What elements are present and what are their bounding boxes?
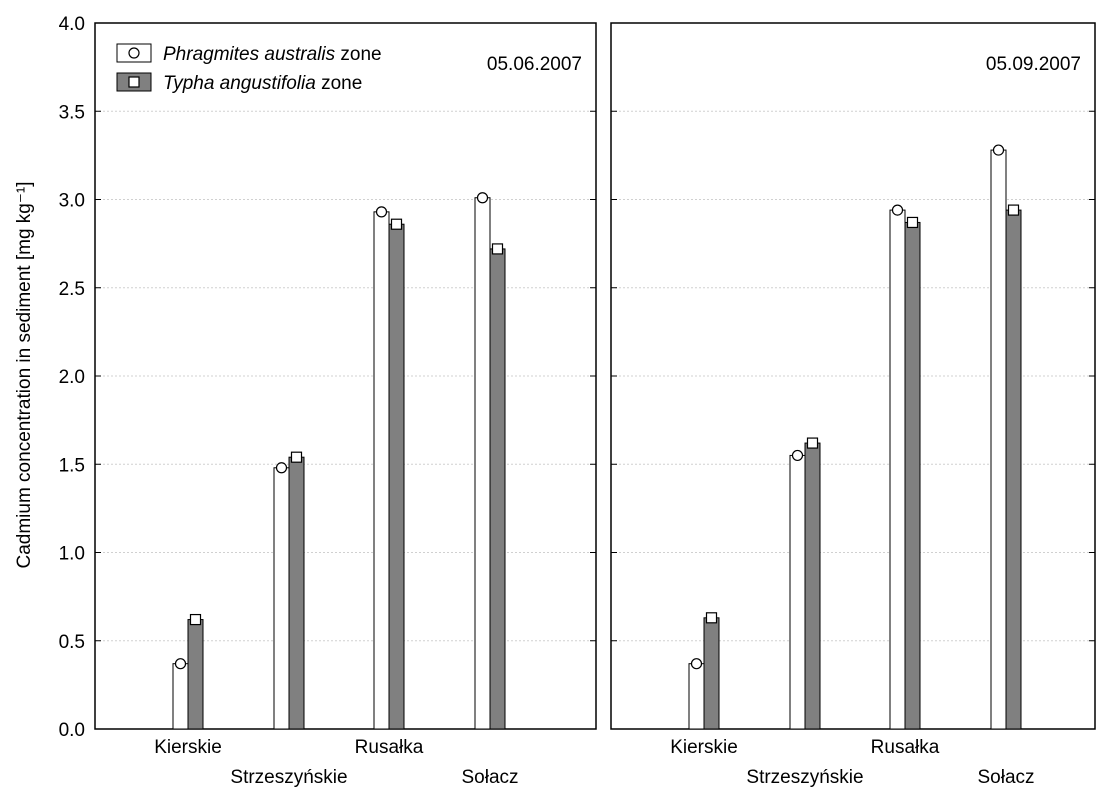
category-label: Strzeszyńskie [746,767,863,788]
panel-1: 0.0 0.5 1.0 1.5 2.0 2.5 3.0 3.5 4.0 Kierskie Strze… [59,14,597,788]
panel-date-label: 05.09.2007 [986,54,1081,75]
circle-marker [891,204,904,216]
circle-marker [476,192,489,204]
legend-species: Typha angustifolia [163,73,316,94]
square-marker [1007,204,1020,216]
panel-2: Kierskie Strzeszyńskie Rusałka Sołacz 05.09.… [610,22,1096,788]
bar [990,149,1007,730]
bar [789,454,806,730]
bar [889,209,906,730]
legend-species: Phragmites australis [163,44,336,65]
legend-label: Phragmites australis zone [163,44,382,65]
bar [388,223,405,730]
circle-marker [690,658,703,670]
bar [273,467,290,730]
bar [804,442,821,730]
circle-marker [791,449,804,462]
legend-suffix: zone [316,73,362,94]
bar [172,663,189,730]
category-label: Strzeszyńskie [230,767,347,788]
panel-frame [610,22,1096,730]
panel-date-label: 05.06.2007 [487,54,582,75]
circle-marker [375,206,388,218]
legend-box [114,32,444,100]
bar [904,221,921,730]
panels-layer: 0.0 0.5 1.0 1.5 2.0 2.5 3.0 3.5 4.0 Kierskie Strze… [59,14,1096,788]
bar [474,197,491,730]
category-label: Rusałka [871,737,940,758]
circle-marker [992,144,1005,156]
bar [489,248,506,730]
y-tick-label: 1.5 [59,455,85,476]
bar [688,663,705,730]
bar [703,617,720,730]
bar [187,619,204,730]
bar [373,211,390,730]
legend-entry: Typha angustifolia zone [116,72,362,94]
y-axis-label: Cadmium concentration in sediment [mg kg… [14,181,35,568]
legend-label: Typha angustifolia zone [163,73,362,94]
y-tick-label: 0.0 [59,720,85,741]
y-tick-label: 2.5 [59,279,85,300]
circle-marker [275,462,288,474]
legend-circle-marker [128,47,140,59]
square-marker [290,451,303,463]
category-label: Sołacz [977,767,1034,788]
y-tick-label: 0.5 [59,632,85,653]
category-label: Kierskie [154,737,222,758]
legend-suffix: zone [335,44,381,65]
legend-square-marker [128,76,140,88]
square-marker [189,613,202,626]
panel-frame [94,22,597,730]
category-label: Kierskie [670,737,738,758]
square-marker [705,612,718,624]
y-tick-label: 4.0 [59,14,85,35]
legend-entry: Phragmites australis zone [116,43,382,65]
square-marker [806,437,819,449]
square-marker [390,218,403,230]
bar [1005,209,1022,730]
y-tick-label: 2.0 [59,367,85,388]
square-marker [906,216,919,229]
y-tick-label: 1.0 [59,544,85,565]
y-tick-label: 3.0 [59,191,85,212]
category-label: Rusałka [355,737,424,758]
square-marker [491,243,504,255]
bar [288,456,305,730]
y-tick-label: 3.5 [59,102,85,123]
circle-marker [174,658,187,670]
category-label: Sołacz [461,767,518,788]
